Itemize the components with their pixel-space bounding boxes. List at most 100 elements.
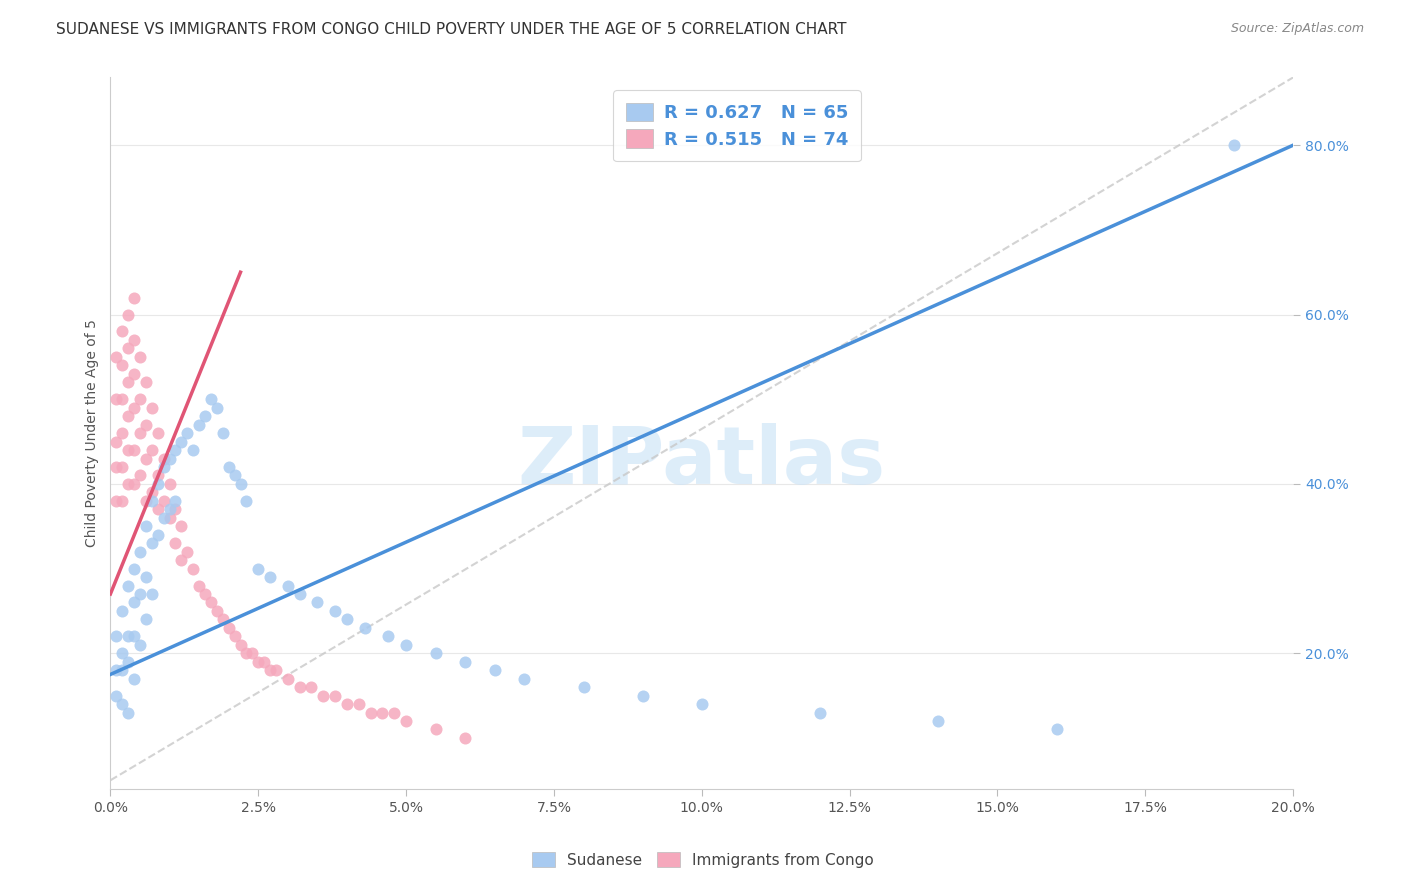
Point (105, 689, 128, 703)
Point (135, 376, 157, 390)
Point (165, 443, 187, 458)
Point (235, 493, 257, 508)
Point (135, 612, 157, 626)
Point (205, 401, 228, 415)
Point (194, 587, 217, 601)
Point (129, 392, 152, 407)
Point (122, 629, 145, 643)
Point (122, 401, 145, 415)
Point (117, 376, 139, 390)
Point (229, 476, 252, 491)
Text: ZIPatlas: ZIPatlas (517, 423, 886, 500)
Point (117, 706, 139, 720)
Text: Source: ZipAtlas.com: Source: ZipAtlas.com (1230, 22, 1364, 36)
Point (360, 706, 382, 720)
Point (176, 426, 198, 441)
Point (288, 680, 311, 694)
Point (122, 561, 145, 575)
Point (218, 621, 240, 635)
Point (146, 527, 169, 541)
Point (135, 493, 157, 508)
Point (152, 493, 174, 508)
Point (141, 536, 163, 550)
Point (111, 663, 134, 677)
Point (111, 493, 134, 508)
Y-axis label: Child Poverty Under the Age of 5: Child Poverty Under the Age of 5 (86, 319, 100, 547)
Point (240, 646, 263, 660)
Point (105, 663, 128, 677)
Point (105, 629, 128, 643)
Point (484, 663, 506, 677)
Point (141, 485, 163, 500)
Text: SUDANESE VS IMMIGRANTS FROM CONGO CHILD POVERTY UNDER THE AGE OF 5 CORRELATION C: SUDANESE VS IMMIGRANTS FROM CONGO CHILD … (56, 22, 846, 37)
Point (135, 417, 157, 432)
Point (146, 476, 169, 491)
Point (105, 350, 128, 364)
Point (631, 689, 654, 703)
Point (152, 451, 174, 466)
Point (141, 587, 163, 601)
Point (253, 655, 276, 669)
Point (323, 689, 346, 703)
Point (111, 392, 134, 407)
Point (117, 342, 139, 356)
Point (336, 697, 359, 711)
Point (454, 655, 477, 669)
Point (122, 595, 145, 609)
Point (224, 629, 246, 643)
Point (224, 468, 246, 483)
Point (1045, 723, 1067, 737)
Legend: R = 0.627   N = 65, R = 0.515   N = 74: R = 0.627 N = 65, R = 0.515 N = 74 (613, 90, 860, 161)
Point (200, 392, 222, 407)
Point (165, 536, 187, 550)
Point (165, 502, 187, 516)
Point (690, 697, 713, 711)
Point (425, 723, 447, 737)
Point (146, 468, 169, 483)
Point (111, 646, 134, 660)
Point (111, 604, 134, 618)
Point (135, 451, 157, 466)
Point (117, 308, 139, 322)
Point (129, 350, 152, 364)
Point (105, 460, 128, 475)
Point (277, 672, 299, 686)
Point (454, 731, 477, 745)
Point (117, 578, 139, 592)
Point (122, 333, 145, 347)
Point (395, 638, 418, 652)
Point (513, 672, 536, 686)
Point (572, 680, 595, 694)
Point (122, 443, 145, 458)
Point (176, 544, 198, 558)
Point (117, 629, 139, 643)
Point (377, 629, 399, 643)
Point (141, 443, 163, 458)
Point (188, 417, 211, 432)
Point (135, 570, 157, 584)
Point (129, 587, 152, 601)
Point (264, 663, 287, 677)
Point (122, 672, 145, 686)
Point (307, 595, 329, 609)
Point (259, 570, 281, 584)
Point (235, 646, 257, 660)
Point (170, 519, 193, 533)
Point (170, 434, 193, 449)
Point (129, 544, 152, 558)
Point (323, 604, 346, 618)
Point (159, 510, 181, 524)
Point (218, 460, 240, 475)
Point (129, 638, 152, 652)
Point (382, 706, 405, 720)
Point (111, 325, 134, 339)
Point (211, 426, 233, 441)
Point (425, 646, 447, 660)
Point (152, 460, 174, 475)
Point (122, 476, 145, 491)
Point (122, 291, 145, 305)
Legend: Sudanese, Immigrants from Congo: Sudanese, Immigrants from Congo (524, 844, 882, 875)
Point (371, 706, 394, 720)
Point (111, 697, 134, 711)
Point (259, 663, 281, 677)
